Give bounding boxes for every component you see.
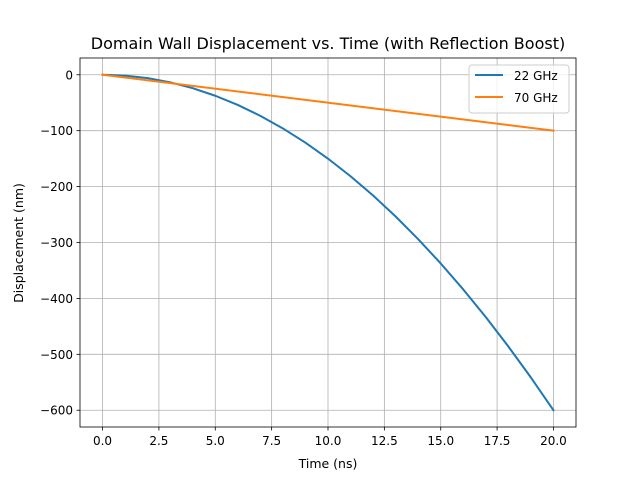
y-tick-label: −600 [40, 404, 73, 418]
y-tick-label: −200 [40, 180, 73, 194]
legend: 22 GHz 70 GHz [468, 64, 570, 114]
x-tick-label: 10.0 [315, 434, 342, 448]
x-axis-label: Time (ns) [298, 456, 358, 471]
x-tick-label: 12.5 [371, 434, 398, 448]
legend-label-70ghz: 70 GHz [514, 91, 558, 105]
y-tick-label: −500 [40, 348, 73, 362]
x-axis-ticks: 0.0 2.5 5.0 7.5 10.0 12.5 15.0 17.5 20.0 [93, 427, 567, 448]
x-tick-label: 17.5 [484, 434, 511, 448]
x-tick-label: 7.5 [262, 434, 281, 448]
y-tick-label: −300 [40, 236, 73, 250]
x-tick-label: 15.0 [427, 434, 454, 448]
legend-label-22ghz: 22 GHz [514, 69, 558, 83]
y-axis-ticks: 0 −100 −200 −300 −400 −500 −600 [40, 68, 80, 418]
legend-box [468, 64, 570, 114]
series-lines [101, 73, 555, 412]
series-line-70ghz [101, 73, 555, 132]
x-tick-label: 20.0 [540, 434, 567, 448]
x-tick-label: 5.0 [206, 434, 225, 448]
chart-title: Domain Wall Displacement vs. Time (with … [91, 34, 565, 53]
x-tick-label: 0.0 [93, 434, 112, 448]
y-axis-label: Displacement (nm) [11, 183, 26, 303]
y-tick-label: −100 [40, 124, 73, 138]
x-tick-label: 2.5 [149, 434, 168, 448]
y-tick-label: −400 [40, 292, 73, 306]
y-tick-label: 0 [65, 68, 73, 82]
